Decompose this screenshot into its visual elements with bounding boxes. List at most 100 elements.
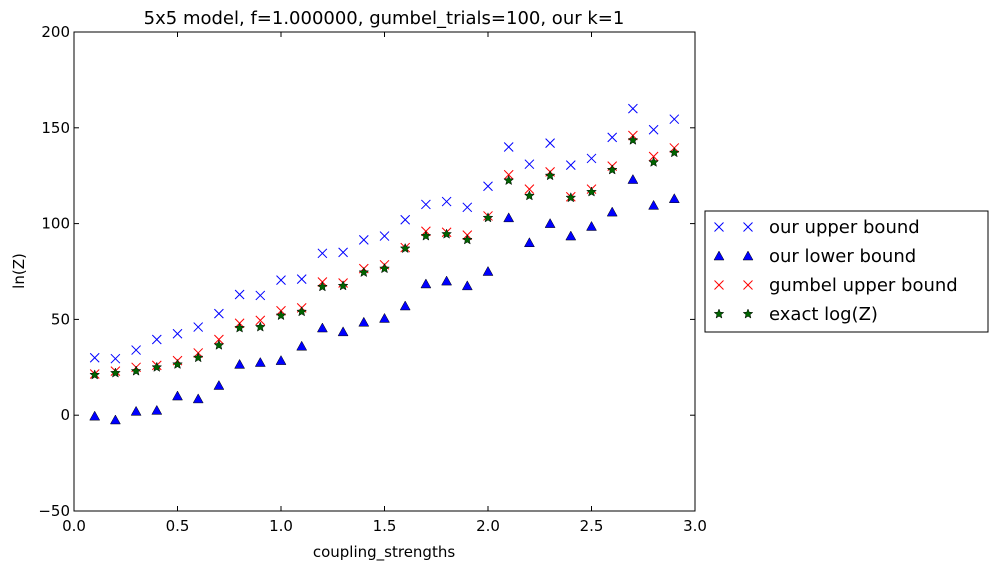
data-point xyxy=(565,160,576,171)
data-point xyxy=(130,365,142,376)
data-point xyxy=(358,316,370,327)
legend-marker xyxy=(713,308,725,319)
data-point xyxy=(89,410,101,421)
plot-area xyxy=(73,31,696,512)
legend-marker xyxy=(714,222,724,232)
data-point xyxy=(109,414,121,425)
data-point xyxy=(461,234,473,245)
data-point xyxy=(565,230,577,241)
data-point xyxy=(627,174,639,184)
data-point xyxy=(627,134,639,145)
data-point xyxy=(503,169,514,180)
x-tick-label: 0.5 xyxy=(166,517,190,535)
data-point xyxy=(461,280,473,291)
y-tick-label: 0 xyxy=(60,406,70,424)
data-point xyxy=(586,186,597,197)
data-point xyxy=(379,262,390,274)
data-point xyxy=(421,199,431,210)
data-point xyxy=(110,367,121,378)
data-point xyxy=(648,151,659,162)
series-1 xyxy=(89,174,680,425)
data-point xyxy=(337,280,349,291)
data-point xyxy=(483,181,493,192)
data-point xyxy=(668,193,680,203)
data-point xyxy=(192,352,204,363)
data-point xyxy=(523,237,535,248)
data-point xyxy=(213,379,225,390)
legend-marker xyxy=(742,308,754,319)
axis-ticks: 0.0 0.5 1.0 1.5 2.0 2.5 3.0 −50 0 50 100 150 200 xyxy=(38,23,707,535)
data-point xyxy=(276,275,286,285)
x-tick-label: 1.5 xyxy=(373,517,397,535)
data-point xyxy=(358,266,370,278)
x-tick-label: 1.0 xyxy=(269,517,293,535)
legend-marker xyxy=(742,250,754,261)
data-point xyxy=(668,147,680,158)
data-point xyxy=(316,322,328,333)
data-point xyxy=(172,358,183,370)
data-point xyxy=(214,334,224,345)
data-point xyxy=(275,355,287,365)
data-marks xyxy=(89,103,680,425)
legend-marker xyxy=(743,222,753,232)
data-point xyxy=(503,212,515,223)
data-point xyxy=(606,164,618,175)
data-point xyxy=(400,214,411,225)
data-point xyxy=(524,184,535,194)
data-point xyxy=(254,356,266,367)
data-point xyxy=(275,309,287,321)
data-point xyxy=(172,328,183,339)
data-point xyxy=(131,345,141,355)
y-tick-label: 100 xyxy=(41,215,70,233)
y-axis-label: ln(Z) xyxy=(10,253,28,289)
data-point xyxy=(648,156,659,167)
legend-marker xyxy=(713,250,725,261)
data-point xyxy=(317,248,328,259)
data-point xyxy=(648,199,660,210)
data-point xyxy=(234,358,246,369)
data-point xyxy=(441,196,452,207)
data-point xyxy=(462,202,473,213)
data-point xyxy=(441,228,452,239)
data-point xyxy=(441,275,453,286)
legend-marker xyxy=(743,280,753,290)
legend-entry: exact log(Z) xyxy=(713,304,878,325)
y-tick-label: 150 xyxy=(41,119,70,137)
data-point xyxy=(379,312,390,323)
data-point xyxy=(213,339,225,350)
data-point xyxy=(172,390,183,401)
data-point xyxy=(255,290,266,301)
data-point xyxy=(296,306,308,317)
legend-entry: our lower bound xyxy=(713,246,916,267)
data-point xyxy=(151,361,163,372)
data-point xyxy=(110,353,121,364)
data-point xyxy=(607,132,618,143)
data-point xyxy=(255,315,266,326)
data-point xyxy=(648,124,659,135)
data-point xyxy=(296,274,307,285)
data-point xyxy=(234,322,245,333)
legend: our upper bound our lower bound gumbel upp… xyxy=(704,210,989,333)
data-point xyxy=(606,206,618,217)
data-point xyxy=(482,265,494,276)
y-tick-label: −50 xyxy=(38,502,70,520)
data-point xyxy=(586,220,597,231)
legend-entry: gumbel upper bound xyxy=(714,275,958,296)
y-tick-label: 200 xyxy=(41,23,70,41)
data-point xyxy=(151,404,163,415)
data-point xyxy=(130,405,142,416)
x-axis-label: coupling_strengths xyxy=(313,543,455,562)
data-point xyxy=(544,218,556,228)
data-point xyxy=(379,231,390,241)
data-point xyxy=(545,138,555,148)
data-point xyxy=(544,170,556,181)
data-point xyxy=(420,230,432,241)
y-tick-label: 50 xyxy=(51,310,70,328)
series-0 xyxy=(89,103,680,364)
data-point xyxy=(254,321,266,332)
series-3 xyxy=(89,134,680,380)
legend-label: our lower bound xyxy=(769,246,916,267)
data-point xyxy=(628,103,638,114)
data-point xyxy=(399,300,411,311)
